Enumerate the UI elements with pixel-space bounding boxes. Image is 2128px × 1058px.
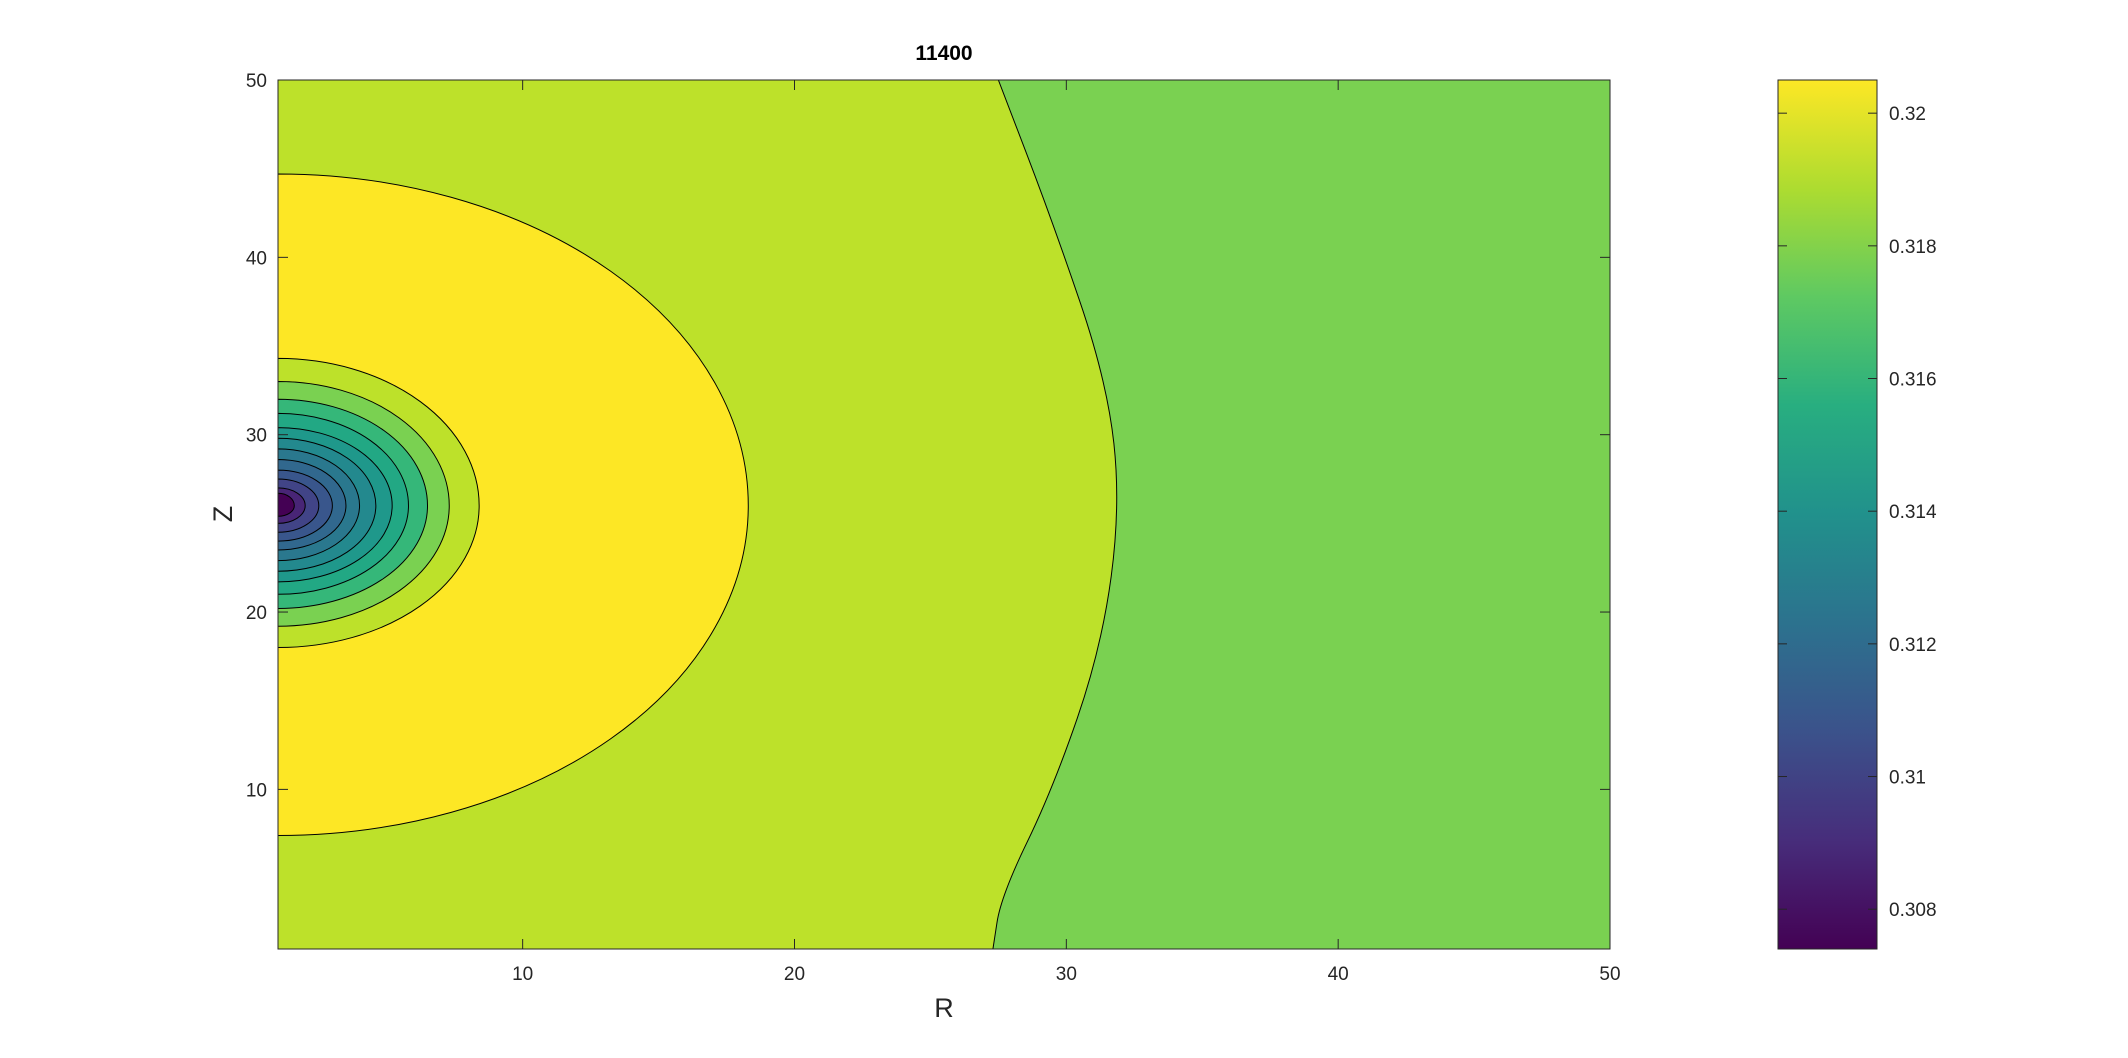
y-tick-label: 30: [246, 426, 267, 447]
y-tick-label: 10: [246, 780, 267, 801]
contour-region-2: [278, 173, 749, 836]
plot-frame: [277, 79, 1611, 950]
y-axis-label: Z: [208, 506, 238, 523]
contour-region-14: [278, 492, 295, 517]
contour-region-1: [992, 80, 1610, 949]
x-tick-label: 20: [784, 964, 805, 985]
y-tick-label: 20: [246, 603, 267, 624]
y-tick-label: 40: [246, 248, 267, 269]
colorbar-tick-label: 0.318: [1889, 237, 1937, 258]
x-tick-label: 30: [1056, 964, 1077, 985]
contour-line-1: [992, 80, 1118, 949]
colorbar-tick-label: 0.314: [1889, 502, 1937, 523]
colorbar-tick-label: 0.308: [1889, 900, 1937, 921]
x-axis: 10 20 30 40 50: [512, 80, 1621, 985]
chart-title: 11400: [915, 42, 972, 65]
colorbar: 0.308 0.31 0.312 0.314 0.316 0.318 0.32: [1777, 79, 1937, 950]
y-axis: 10 20 30 40 50: [246, 71, 1610, 801]
colorbar-tick-label: 0.32: [1889, 104, 1926, 125]
colorbar-ticks: 0.308 0.31 0.312 0.314 0.316 0.318 0.32: [1778, 104, 1937, 921]
plot-area: [278, 80, 1610, 949]
colorbar-tick-label: 0.31: [1889, 768, 1926, 789]
colorbar-tick-label: 0.316: [1889, 370, 1937, 391]
x-tick-label: 40: [1328, 964, 1349, 985]
y-tick-label: 50: [246, 71, 267, 92]
x-tick-label: 10: [512, 964, 533, 985]
x-axis-label: R: [934, 993, 954, 1023]
colorbar-gradient: [1777, 79, 1878, 950]
colorbar-tick-label: 0.312: [1889, 635, 1937, 656]
x-tick-label: 50: [1599, 964, 1620, 985]
